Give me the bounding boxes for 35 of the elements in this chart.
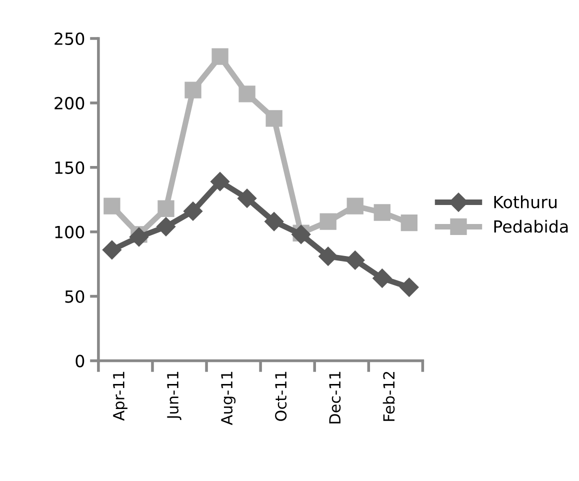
- y-tick-label: 50: [65, 290, 84, 303]
- point: [129, 227, 148, 247]
- point: [238, 188, 257, 208]
- point: [320, 213, 336, 230]
- point: [346, 250, 365, 270]
- point: [102, 240, 122, 260]
- y-tick-label: 0: [76, 354, 84, 368]
- point: [238, 86, 256, 102]
- x-tick-label: Dec-11: [329, 372, 341, 424]
- x-tick-label: Apr-11: [113, 372, 128, 421]
- point: [400, 278, 419, 297]
- point: [400, 214, 418, 232]
- point: [210, 172, 230, 192]
- y-tick-label: 100: [55, 226, 84, 238]
- point: [156, 217, 176, 236]
- point: [264, 212, 284, 232]
- point: [184, 82, 202, 98]
- point: [372, 268, 392, 288]
- x-tick-label: Feb-12: [382, 372, 395, 421]
- point: [318, 246, 338, 266]
- x-tick-label: Aug-11: [221, 372, 236, 426]
- point: [374, 204, 390, 221]
- x-tick-label: Oct-11: [275, 372, 287, 421]
- point: [266, 110, 282, 127]
- y-tick-label: 250: [54, 32, 84, 46]
- legend-label: Pedabida: [494, 220, 568, 233]
- point: [346, 198, 364, 214]
- point: [104, 198, 120, 214]
- x-tick-label: Jun-11: [167, 372, 182, 420]
- point: [183, 202, 203, 221]
- y-tick-label: 150: [55, 161, 84, 174]
- point: [212, 48, 228, 65]
- point: [158, 200, 174, 217]
- y-tick-label: 200: [54, 96, 84, 110]
- legend-label: Kothuru: [494, 195, 557, 208]
